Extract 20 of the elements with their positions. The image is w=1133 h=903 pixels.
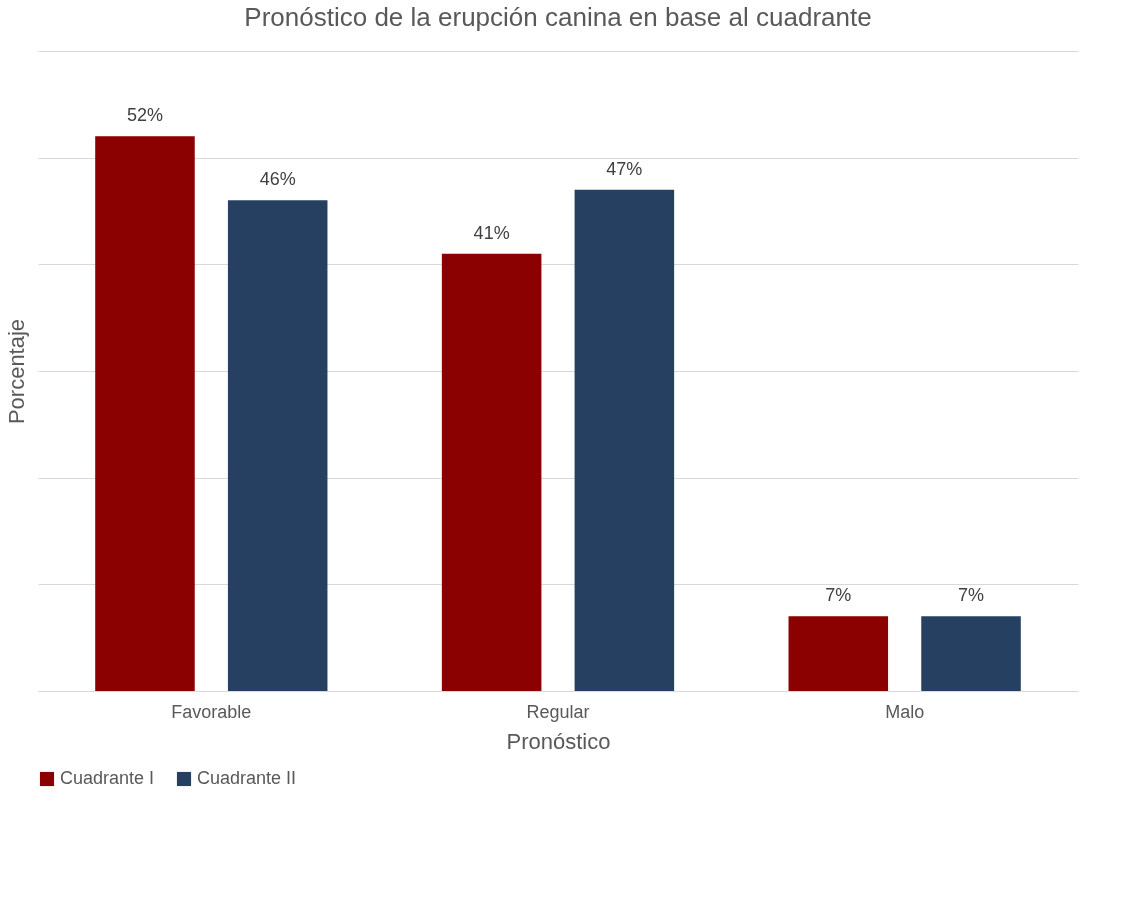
x-axis-title: Pronóstico	[506, 728, 611, 754]
data-label: 52%	[126, 105, 163, 126]
bar	[921, 616, 1021, 691]
data-label: 47%	[606, 158, 643, 179]
data-label: 46%	[259, 169, 296, 190]
legend-label: Cuadrante I	[60, 768, 155, 788]
legend-label: Cuadrante II	[197, 768, 297, 788]
bar	[95, 136, 195, 691]
y-axis-title: Porcentaje	[3, 318, 29, 425]
data-label: 7%	[825, 585, 852, 606]
data-label: 7%	[958, 585, 985, 606]
bar	[574, 189, 675, 691]
x-tick-label: Favorable	[171, 701, 252, 722]
x-tick-label: Malo	[885, 701, 925, 722]
x-tick-label: Regular	[526, 701, 590, 722]
bar	[441, 253, 542, 691]
bar	[788, 616, 889, 691]
chart-title: Pronóstico de la erupción canina en base al cuadrante	[244, 2, 872, 32]
bar	[227, 200, 328, 691]
data-label: 41%	[473, 222, 510, 243]
